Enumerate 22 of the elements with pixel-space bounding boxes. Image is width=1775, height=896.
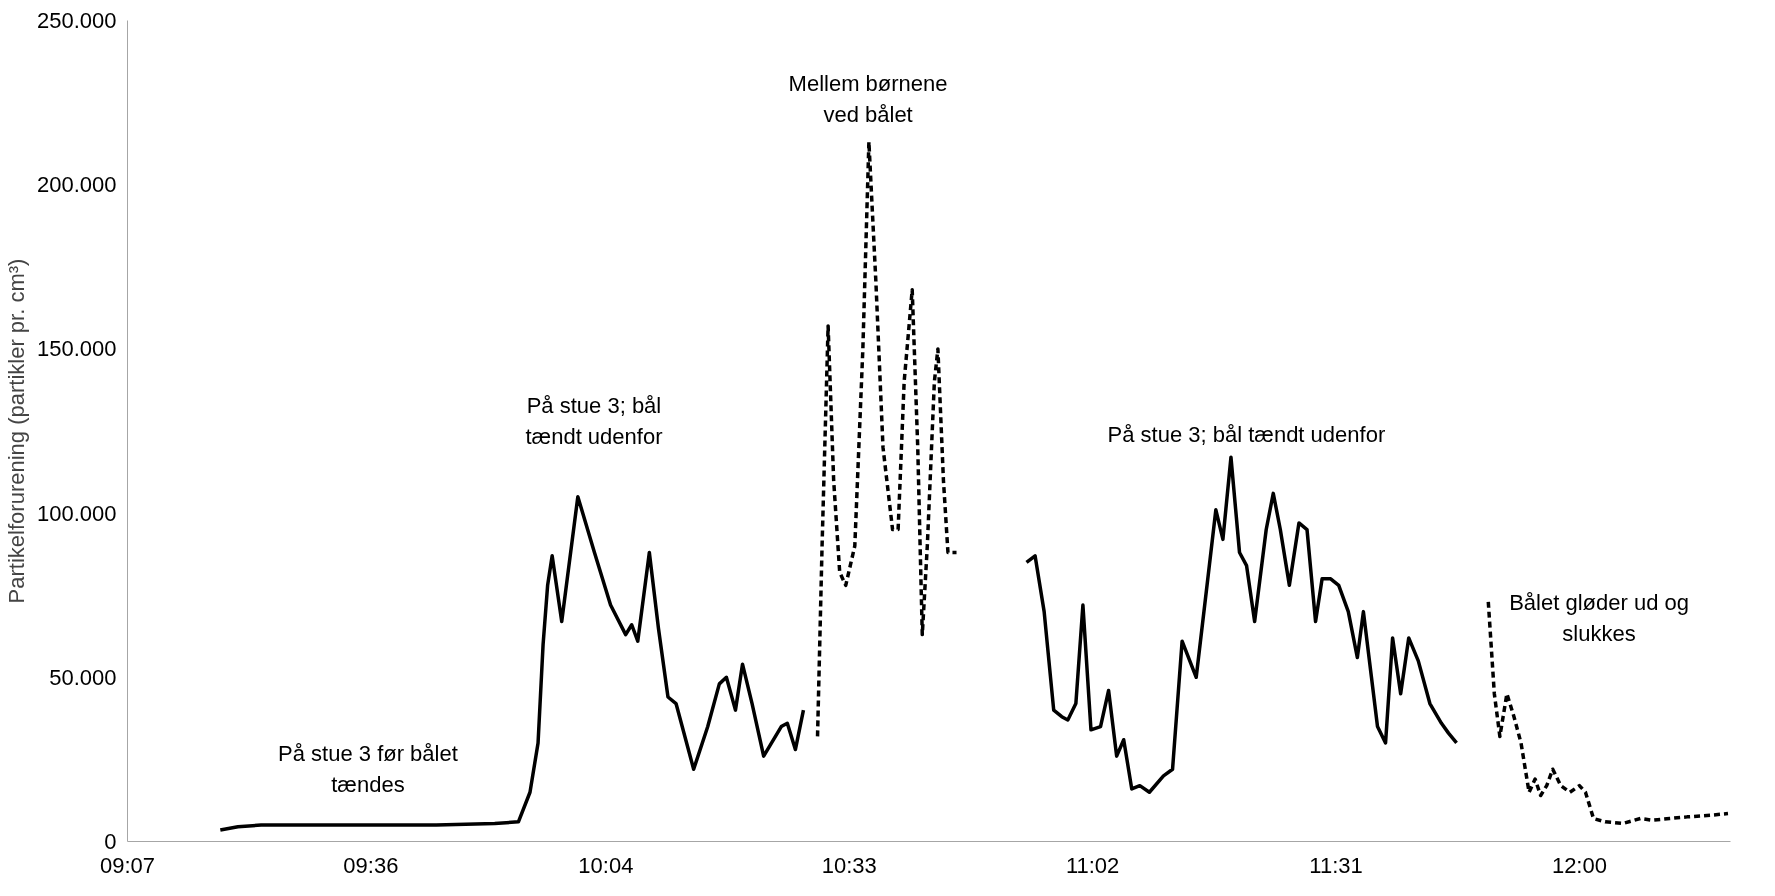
line-series	[1024, 455, 1459, 794]
x-tick-label: 10:04	[578, 852, 634, 878]
y-tick-label: 150.000	[36, 336, 117, 362]
y-tick-label: 50.000	[49, 664, 117, 690]
annotation: På stue 3; bål tændt udenfor	[1107, 421, 1386, 447]
x-tick-label: 10:33	[821, 852, 877, 878]
annotation: Mellem børnene ved bålet	[788, 71, 948, 128]
line-series	[815, 140, 959, 739]
y-tick-label: 250.000	[36, 8, 117, 33]
y-tick-label: 200.000	[36, 172, 117, 198]
annotation: På stue 3; bål tændt udenfor	[525, 393, 663, 450]
y-tick-label: 100.000	[36, 500, 117, 526]
annotation: På stue 3 før bålet tændes	[278, 741, 458, 798]
x-tick-label: 12:00	[1551, 852, 1607, 878]
line-series	[218, 494, 806, 832]
annotation: Bålet gløder ud og slukkes	[1509, 590, 1689, 647]
y-axis-title: Partikelforurening (partikler pr. cm³)	[3, 258, 29, 604]
x-tick-label: 11:31	[1309, 852, 1363, 878]
x-tick-label: 09:36	[343, 852, 399, 878]
x-tick-label: 09:07	[99, 852, 156, 878]
y-tick-label: 0	[104, 829, 117, 854]
x-tick-label: 11:02	[1065, 852, 1120, 878]
